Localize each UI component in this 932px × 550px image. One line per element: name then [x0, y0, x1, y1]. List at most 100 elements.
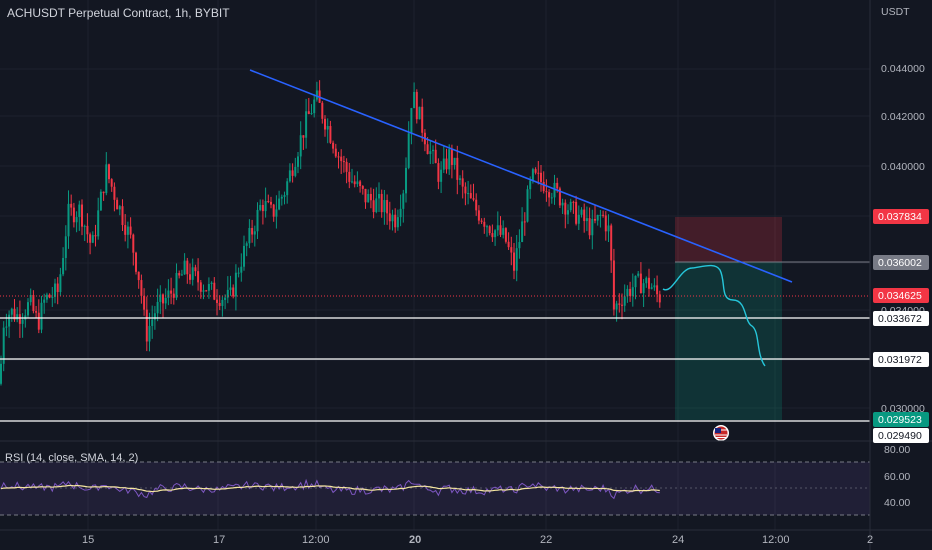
candle-body [440, 169, 443, 182]
candle-body [32, 294, 35, 312]
candle-body [621, 304, 623, 306]
candle-body [534, 169, 537, 173]
candle-body [283, 195, 286, 197]
time-axis[interactable]: 15 17 12:00 20 22 24 12:00 2 [82, 534, 873, 546]
candle-body [437, 163, 440, 182]
candle-body [116, 199, 119, 210]
candle-body [383, 200, 386, 213]
candle-body [191, 267, 194, 280]
candle-body [456, 157, 459, 180]
candle-body [486, 226, 488, 228]
candle-body [453, 157, 456, 165]
candle-body [337, 156, 340, 158]
candle-body [140, 280, 143, 296]
candle-body [159, 294, 162, 302]
price-tick: 0.042000 [881, 111, 925, 123]
candle-body [135, 252, 137, 272]
candle-body [378, 193, 380, 199]
candle-body [607, 225, 610, 232]
candle-body [345, 161, 348, 172]
price-tag-level: 0.033672 [873, 311, 929, 326]
time-tick: 2 [867, 534, 873, 546]
candle-body [653, 285, 656, 288]
short-position-stop-zone[interactable] [675, 217, 782, 262]
candle-body [256, 209, 259, 232]
candle-body [464, 186, 467, 194]
candle-body [226, 289, 229, 298]
candle-body [113, 186, 116, 200]
candle-body [564, 202, 567, 215]
candle-body [305, 111, 308, 138]
candle-body [21, 319, 24, 324]
candle-body [2, 327, 5, 364]
candle-body [264, 201, 267, 212]
candle-body [359, 181, 362, 187]
candle-body [40, 302, 43, 330]
candle-body [229, 287, 232, 290]
short-position-target-zone[interactable] [675, 262, 782, 420]
candle-body [278, 198, 281, 210]
rsi-tick: 80.00 [884, 444, 910, 456]
price-tag-level: 0.031972 [873, 352, 929, 367]
rsi-legend[interactable]: RSI (14, close, SMA, 14, 2) [5, 452, 139, 464]
candle-body [13, 308, 16, 320]
candle-body [529, 180, 532, 190]
candle-body [270, 201, 272, 205]
candle-body [450, 149, 453, 165]
candle-body [97, 210, 100, 237]
candle-body [591, 219, 594, 236]
candle-body [394, 214, 397, 228]
candle-body [540, 172, 542, 182]
candle-body [232, 287, 235, 297]
candle-body [348, 171, 351, 182]
time-tick: 15 [82, 534, 94, 546]
descending-trendline[interactable] [249, 69, 793, 283]
time-tick: 24 [672, 534, 684, 546]
candle-body [251, 227, 254, 235]
candle-body [488, 226, 491, 234]
candle-body [548, 192, 551, 198]
candle-body [105, 164, 108, 194]
candle-body [459, 178, 461, 180]
candle-body [372, 200, 375, 213]
candle-body [75, 217, 78, 223]
price-tag-last-text: 0.034625 [878, 290, 922, 302]
candle-body [445, 158, 448, 170]
candle-body [124, 225, 127, 235]
candle-body [467, 193, 470, 195]
us-flag-icon[interactable] [713, 425, 729, 441]
price-projection-path[interactable] [662, 264, 766, 367]
candle-body [5, 326, 8, 328]
price-tag-level-text: 0.029490 [878, 430, 922, 442]
candle-body [472, 198, 475, 200]
candle-body [172, 293, 175, 298]
rsi-tick: 60.00 [884, 471, 910, 483]
candle-body [10, 308, 13, 315]
candle-body [197, 271, 200, 283]
candle-body [37, 312, 40, 330]
candle-body [218, 302, 221, 306]
candle-body [207, 284, 210, 291]
candle-body [70, 203, 73, 208]
candle-body [99, 191, 102, 211]
candle-body [421, 106, 424, 133]
candle-body [89, 234, 92, 243]
candle-body [410, 108, 413, 134]
candle-body [405, 167, 407, 194]
rsi-pane [0, 440, 932, 516]
candle-body [585, 218, 588, 222]
candle-body [553, 182, 556, 198]
candle-body [526, 189, 529, 222]
candle-body [56, 283, 59, 293]
candle-body [575, 201, 578, 224]
candle-body [496, 225, 499, 231]
candle-body [375, 198, 378, 213]
candle-body [599, 214, 602, 216]
candle-body [510, 247, 513, 253]
candle-body [572, 201, 575, 203]
time-tick: 22 [540, 534, 552, 546]
candle-body [364, 188, 367, 203]
candle-body [240, 266, 243, 273]
candle-body [429, 151, 432, 155]
